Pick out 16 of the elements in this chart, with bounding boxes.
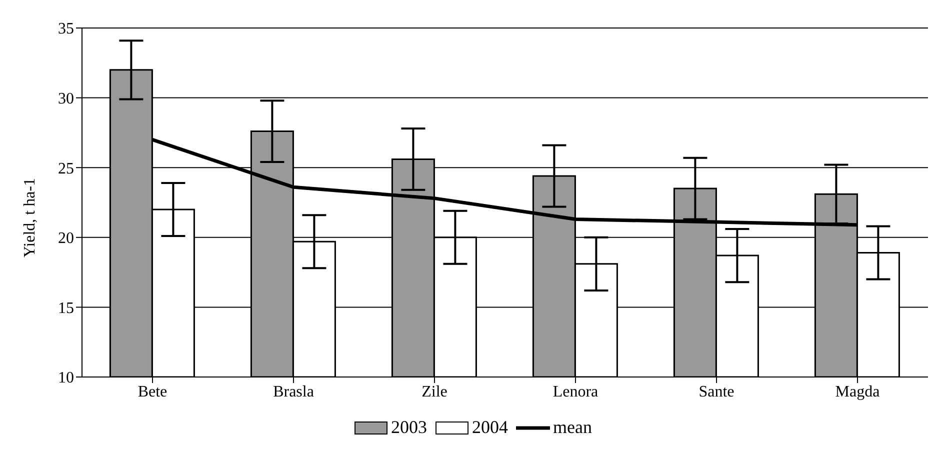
y-tick-label: 35 bbox=[58, 20, 74, 38]
y-tick-label: 10 bbox=[58, 370, 74, 387]
legend-label: 2004 bbox=[472, 417, 508, 438]
x-tick-label: Lenora bbox=[552, 383, 598, 400]
legend-label: mean bbox=[553, 417, 592, 438]
y-tick-label: 30 bbox=[58, 90, 74, 108]
y-axis-title: Yield, t ha-1 bbox=[22, 178, 39, 258]
y-tick-label: 20 bbox=[58, 230, 74, 248]
x-tick-label: Magda bbox=[835, 383, 880, 400]
x-tick-label: Bete bbox=[138, 383, 168, 400]
legend-label: 2003 bbox=[391, 417, 427, 438]
y-tick-label: 25 bbox=[58, 160, 74, 178]
x-tick-label: Zile bbox=[422, 383, 448, 400]
x-tick-label: Sante bbox=[698, 383, 734, 400]
y-tick-label: 15 bbox=[58, 300, 74, 317]
x-tick-label: Brasla bbox=[273, 383, 314, 400]
